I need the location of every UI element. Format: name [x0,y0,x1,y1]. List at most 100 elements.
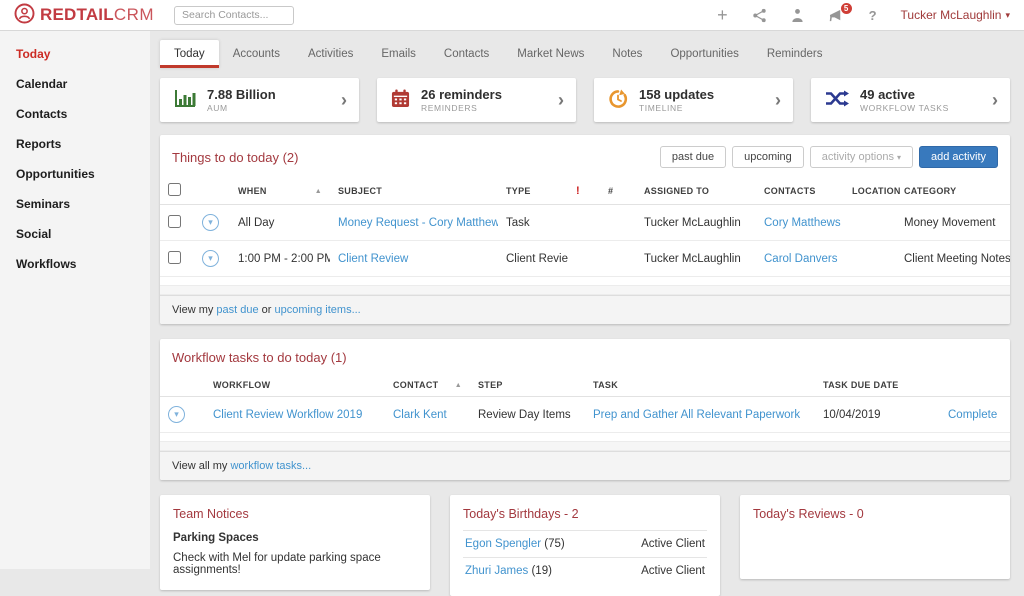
tab-reminders[interactable]: Reminders [753,40,837,68]
expander-header [160,374,205,397]
upcoming-items-link[interactable]: upcoming items... [275,304,361,316]
bar-chart-icon [174,89,196,111]
subject-link[interactable]: Money Request - Cory Matthews [338,217,498,229]
row-expander-icon[interactable]: ▾ [202,214,219,231]
sidebar-item-seminars[interactable]: Seminars [0,189,150,219]
past-due-button[interactable]: past due [660,146,726,168]
list-item: Egon Spengler (75) Active Client [463,530,707,557]
notice-title: Parking Spaces [173,532,417,544]
activity-options-dropdown[interactable]: activity options▾ [810,146,913,168]
birthday-contact-link[interactable]: Egon Spengler [465,538,541,550]
aum-card[interactable]: 7.88 Billion AUM › [160,78,359,122]
when-cell: 1:00 PM - 2:00 PM [230,241,330,277]
select-all-checkbox[interactable] [168,183,181,196]
tab-emails[interactable]: Emails [367,40,430,68]
upcoming-button[interactable]: upcoming [732,146,804,168]
assigned-to-cell: Tucker McLaughlin [636,205,756,241]
location-cell [844,205,896,241]
redtail-logo-icon [14,3,35,27]
past-due-link[interactable]: past due [216,304,258,316]
shuffle-icon [825,90,849,110]
location-cell [844,241,896,277]
sidebar-item-reports[interactable]: Reports [0,129,150,159]
tab-notes[interactable]: Notes [598,40,656,68]
status-badge: Active Client [641,565,705,577]
chevron-right-icon: › [992,91,998,109]
top-header: REDTAILCRM + 5 ? Tucker Mc [0,0,1024,31]
sort-asc-icon[interactable]: ▲ [455,382,462,389]
timeline-card[interactable]: 158 updates TIMELINE › [594,78,793,122]
contact-link[interactable]: Clark Kent [393,409,447,421]
user-menu[interactable]: Tucker McLaughlin ▾ [901,8,1010,22]
sidebar-item-contacts[interactable]: Contacts [0,99,150,129]
notice-body: Check with Mel for update parking space … [173,552,417,576]
empty-row [160,442,1010,451]
tab-opportunities[interactable]: Opportunities [656,40,752,68]
col-contacts: CONTACTS [756,177,844,205]
team-notices-card: Team Notices Parking Spaces Check with M… [160,495,430,590]
assigned-to-cell: Tucker McLaughlin [636,241,756,277]
search-contacts-input[interactable] [174,6,294,25]
expander-header [194,177,230,205]
row-checkbox[interactable] [168,215,181,228]
sort-asc-icon[interactable]: ▲ [315,188,322,195]
subject-link[interactable]: Client Review [338,253,408,265]
select-all-cell [160,177,194,205]
sidebar: Today Calendar Contacts Reports Opportun… [0,31,150,569]
add-activity-button[interactable]: add activity [919,146,998,168]
row-expander-icon[interactable]: ▾ [168,406,185,423]
tab-today[interactable]: Today [160,40,219,68]
things-panel-title: Things to do today (2) [172,150,298,165]
things-panel-footer: View my past due or upcoming items... [160,295,1010,324]
category-cell: Money Movement [896,205,1010,241]
workflow-tasks-panel: Workflow tasks to do today (1) WORKFLOW … [160,339,1010,480]
caret-down-icon: ▾ [897,153,901,162]
category-cell: Client Meeting Notes [896,241,1010,277]
aum-label: AUM [207,103,276,113]
sidebar-item-social[interactable]: Social [0,219,150,249]
notification-badge: 5 [840,2,853,15]
birthday-age: (19) [528,565,552,577]
team-notices-title: Team Notices [173,507,417,521]
calendar-icon [391,89,410,111]
tab-accounts[interactable]: Accounts [219,40,294,68]
workflow-link[interactable]: Client Review Workflow 2019 [213,409,362,421]
count-cell [600,205,636,241]
contact-link[interactable]: Cory Matthews [764,217,841,229]
birthday-contact-link[interactable]: Zhuri James [465,565,528,577]
birthday-age: (75) [541,538,565,550]
person-icon[interactable] [791,8,804,23]
workflow-tasks-value: 49 active [860,87,949,103]
workflow-tasks-link[interactable]: workflow tasks... [230,460,311,472]
row-expander-icon[interactable]: ▾ [202,250,219,267]
workflow-tasks-card[interactable]: 49 active WORKFLOW TASKS › [811,78,1010,122]
task-link[interactable]: Prep and Gather All Relevant Paperwork [593,409,800,421]
tab-market-news[interactable]: Market News [503,40,598,68]
sidebar-item-opportunities[interactable]: Opportunities [0,159,150,189]
bottom-cards: Team Notices Parking Spaces Check with M… [160,495,1010,596]
help-icon[interactable]: ? [869,8,877,23]
reviews-title: Today's Reviews - 0 [753,507,997,521]
caret-down-icon: ▾ [1005,10,1010,21]
sidebar-item-today[interactable]: Today [0,39,150,69]
status-badge: Active Client [641,538,705,550]
contact-link[interactable]: Carol Danvers [764,253,838,265]
row-checkbox[interactable] [168,251,181,264]
reminders-card[interactable]: 26 reminders REMINDERS › [377,78,576,122]
workflow-panel-title: Workflow tasks to do today (1) [172,350,347,365]
app-logo[interactable]: REDTAILCRM [14,3,154,27]
tab-contacts[interactable]: Contacts [430,40,503,68]
type-cell: Client Review [498,241,568,277]
add-icon[interactable]: + [717,6,728,24]
list-item: Zhuri James (19) Active Client [463,557,707,584]
birthdays-title: Today's Birthdays - 2 [463,507,707,521]
things-to-do-panel: Things to do today (2) past due upcoming… [160,135,1010,324]
complete-link[interactable]: Complete [948,409,997,421]
tab-activities[interactable]: Activities [294,40,367,68]
chevron-right-icon: › [558,91,564,109]
share-icon[interactable] [752,8,767,23]
announcement-icon[interactable]: 5 [828,8,845,23]
sidebar-item-calendar[interactable]: Calendar [0,69,150,99]
sidebar-item-workflows[interactable]: Workflows [0,249,150,279]
col-action [940,374,1010,397]
